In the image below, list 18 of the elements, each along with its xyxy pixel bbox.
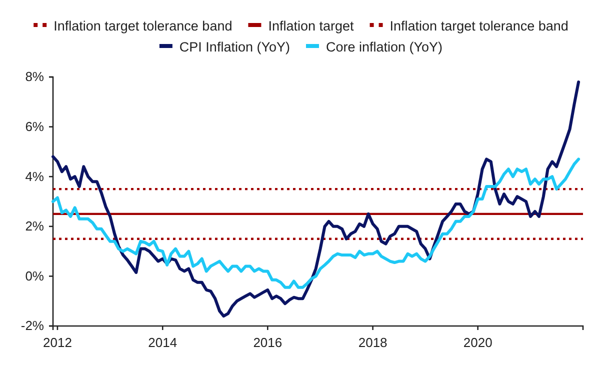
x-tick-label: 2014 [148,335,178,350]
line-series [52,80,580,318]
y-tick-label: 2% [25,218,44,234]
x-tick-label: 2016 [253,335,282,350]
y-tick-label: 8% [25,69,44,84]
line-series [52,158,580,289]
legend-label: CPI Inflation (YoY) [179,40,290,55]
x-tick-label: 2018 [358,335,388,350]
y-tick-label: 6% [25,118,44,134]
y-tick-label: 0% [25,268,44,284]
x-tick-label: 2012 [43,335,72,350]
legend-label: Inflation target tolerance band [390,18,568,34]
y-tick-label: -2% [20,318,44,334]
y-tick-label: 4% [25,168,44,184]
legend-label: Inflation target [268,18,354,34]
x-tick-label: 2020 [463,335,492,350]
legend-label: Inflation target tolerance band [54,18,232,34]
legend-label: Core inflation (YoY) [326,40,443,55]
